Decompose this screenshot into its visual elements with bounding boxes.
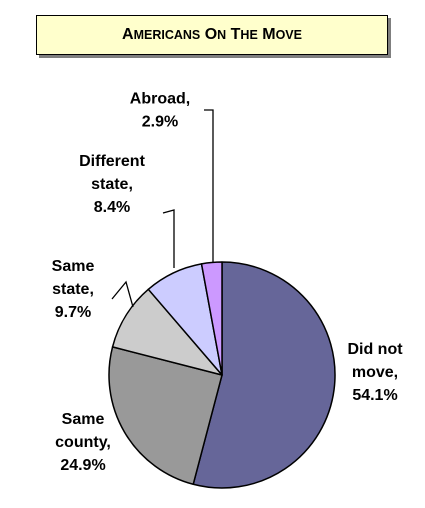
slice-label-same-state: Same state, 9.7% [52,258,95,321]
leader-line-same-state [111,280,134,308]
pie-slice-abroad [200,261,223,376]
leader-line-abroad [204,109,214,262]
slice-label-same-county: Same county, 24.9% [55,411,111,474]
leader-line-different-state [162,209,175,268]
pie-slice-did-not-move [192,261,336,489]
pie-slice-same-county [108,346,223,486]
slice-label-did-not-move: Did not move, 54.1% [347,341,403,404]
slice-labels: Did not move, 54.1% Same county, 24.9% Same sta… [52,91,404,475]
leader-lines [111,109,214,308]
pie-slices [108,261,336,489]
slice-label-abroad: Abroad, 2.9% [130,91,190,131]
slice-label-different-state: Different state, 8.4% [79,153,145,216]
